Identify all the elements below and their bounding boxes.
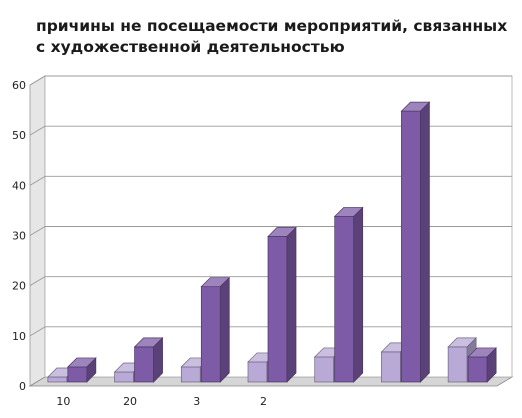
bar [267, 236, 288, 383]
bar [47, 376, 68, 383]
bar [114, 371, 134, 383]
gridline-side [29, 75, 46, 86]
x-tick-label: 2 [260, 395, 267, 408]
bar [467, 356, 488, 383]
bar [314, 356, 335, 383]
bar [134, 346, 154, 383]
bar [247, 361, 268, 383]
bar [200, 286, 221, 383]
gridline-side [29, 175, 46, 186]
x-tick-label: 20 [123, 395, 137, 408]
bar [334, 216, 355, 383]
gridline-side [29, 226, 46, 236]
y-tick-label: 60 [12, 79, 26, 92]
gridline-side [29, 125, 46, 136]
x-tick-label: 3 [193, 395, 200, 408]
bar-side [286, 226, 297, 383]
bar-side [86, 357, 97, 383]
bar [67, 366, 88, 383]
bar [180, 366, 201, 383]
gridline-side [29, 276, 46, 287]
x-tick-label: 10 [56, 395, 70, 408]
bar [447, 346, 468, 383]
y-tick-label: 0 [19, 380, 26, 393]
bar-side [219, 276, 230, 383]
y-tick-label: 40 [12, 179, 26, 192]
gridline-side [29, 326, 46, 337]
bar [381, 351, 401, 383]
chart-title: причины не посещаемости мероприятий, свя… [36, 17, 508, 56]
bar-side [420, 101, 430, 383]
y-tick-label: 20 [12, 280, 26, 293]
bar-side [153, 337, 163, 383]
y-tick-label: 10 [12, 330, 26, 343]
bar-side [353, 206, 364, 383]
y-tick-label: 30 [12, 230, 26, 243]
y-tick-label: 50 [12, 129, 26, 142]
bar [401, 110, 421, 383]
bar-side [486, 347, 497, 383]
